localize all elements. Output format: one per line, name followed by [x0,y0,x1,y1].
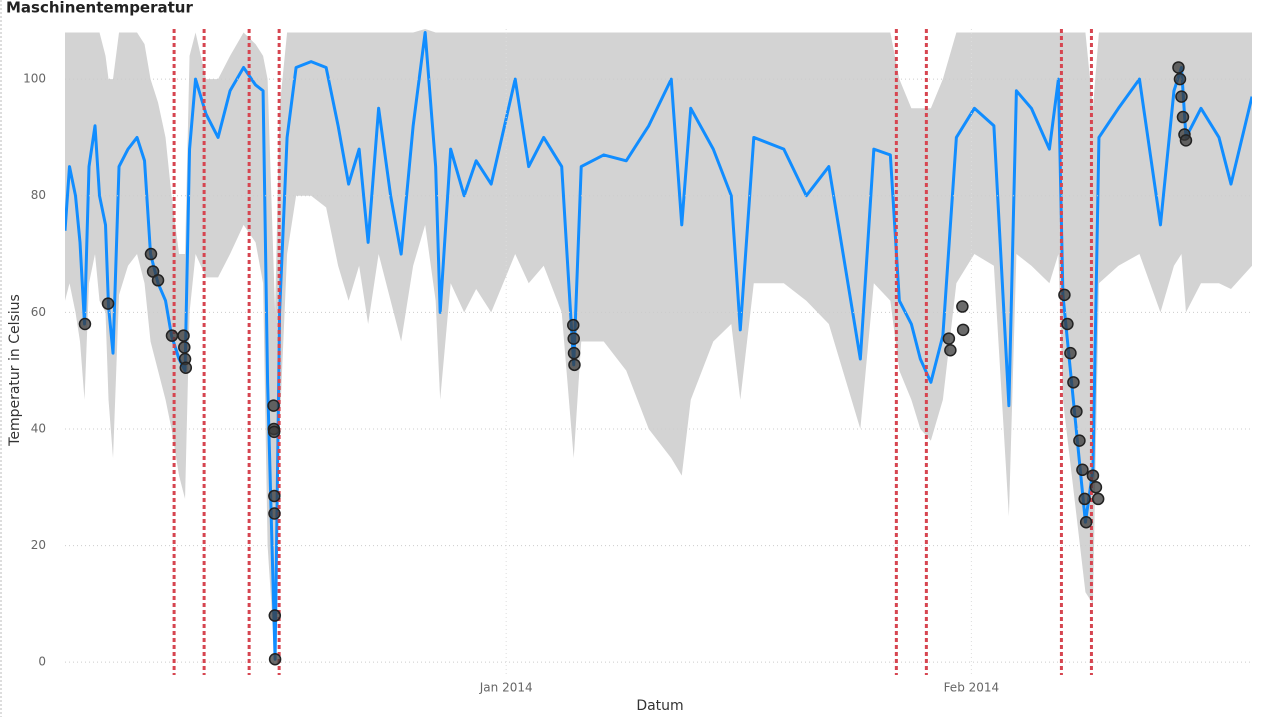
y-tick-label: 0 [38,655,46,669]
anomaly-point [1061,317,1074,331]
chart-title: Maschinentemperatur [6,0,193,17]
anomaly-point [144,247,158,261]
x-axis-label: Datum [636,698,683,714]
y-tick-label: 40 [31,421,46,435]
anomaly-point [268,507,281,520]
anomaly-point [567,346,581,360]
anomaly-point [942,332,956,345]
anomaly-point [165,329,179,342]
anomaly-point [179,361,193,374]
anomaly-point [177,329,190,342]
y-tick-label: 20 [31,538,46,552]
anomaly-point [1058,288,1071,302]
anomaly-point [1070,405,1083,418]
anomaly-point [567,318,580,332]
anomaly-point [1078,492,1091,506]
anomaly-point [568,358,581,372]
anomaly-point [101,297,115,310]
x-tick-label: Jan 2014 [479,681,533,695]
anomaly-point [1173,72,1187,86]
anomaly-point [268,489,281,503]
y-tick-label: 100 [23,72,46,86]
anomaly-point [1079,515,1093,529]
anomaly-point [944,344,957,357]
anomaly-point [956,323,970,337]
anomaly-point [178,341,191,354]
anomaly-point [1175,90,1188,103]
anomaly-point [267,399,280,412]
anomaly-point [1067,376,1080,389]
anomaly-point [78,317,92,331]
anomaly-point [1089,481,1103,494]
x-tick-label: Feb 2014 [944,681,1000,695]
anomaly-point [267,425,281,439]
anomaly-point [1172,61,1185,74]
anomaly-point [1176,110,1190,124]
y-tick-label: 80 [31,188,46,202]
anomaly-point [1076,463,1089,477]
y-axis-label: Temperatur in Celsius [7,294,23,447]
anomaly-point [1064,346,1077,360]
anomaly-point [567,332,580,345]
anomaly-point [151,274,165,287]
anomaly-point [1073,434,1086,447]
anomaly-point [268,653,282,666]
expected-range-band [65,29,1252,663]
anomaly-point [1091,492,1105,506]
y-tick-label: 60 [31,305,46,319]
plot-area [65,29,1252,663]
anomaly-point [956,300,969,313]
anomaly-point [1086,469,1100,482]
axes: 0 20 40 60 80 100 Jan 2014 Feb 2014 [23,29,1252,695]
anomaly-point [1179,134,1193,147]
temperature-line [65,30,1252,661]
anomaly-point [268,609,282,622]
